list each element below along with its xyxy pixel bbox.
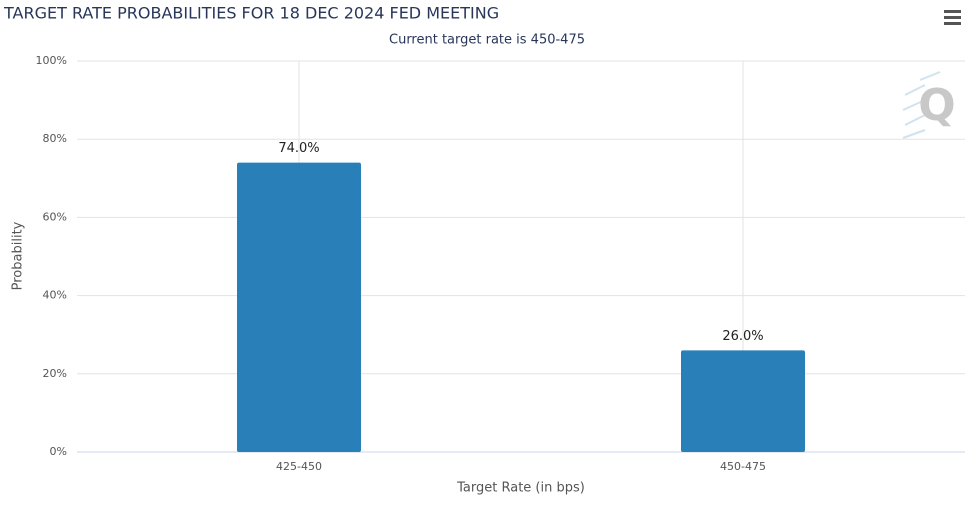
watermark-lines <box>902 71 941 139</box>
bar <box>681 350 805 452</box>
chart-subtitle: Current target rate is 450-475 <box>389 33 585 48</box>
y-tick-label: 0% <box>50 445 67 458</box>
menu-button[interactable] <box>944 10 961 25</box>
y-tick-label: 80% <box>43 132 67 145</box>
data-label: 74.0% <box>278 141 319 156</box>
y-axis-label: Probability <box>11 221 26 290</box>
y-tick-label: 40% <box>43 289 67 302</box>
bar <box>237 162 361 452</box>
menu-bar[interactable] <box>944 10 961 13</box>
y-tick-label: 60% <box>43 210 67 223</box>
chart-title: TARGET RATE PROBABILITIES FOR 18 DEC 202… <box>3 4 499 23</box>
menu-bar[interactable] <box>944 22 961 25</box>
x-tick-label: 425-450 <box>276 460 322 473</box>
x-axis-label: Target Rate (in bps) <box>456 481 585 496</box>
y-tick-label: 20% <box>43 367 67 380</box>
menu-bar[interactable] <box>944 16 961 19</box>
watermark: Q <box>918 80 955 131</box>
data-label: 26.0% <box>722 329 763 344</box>
y-tick-label: 100% <box>36 54 67 67</box>
x-tick-label: 450-475 <box>720 460 766 473</box>
